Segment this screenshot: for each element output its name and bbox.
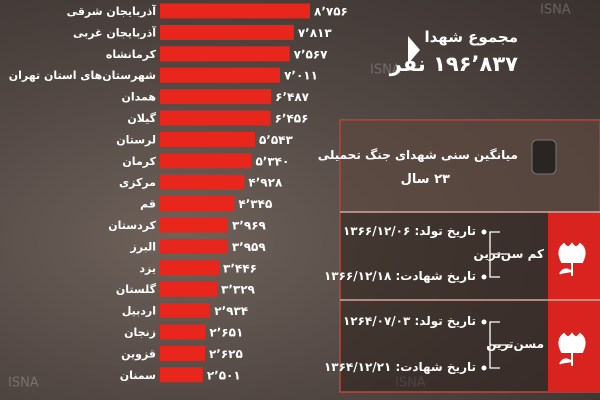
bar xyxy=(160,238,228,254)
category-label: شهرستان‌های استان تهران xyxy=(9,69,156,82)
summary-total: ۱۹۶٬۸۳۷ نفر xyxy=(389,52,518,76)
value-label: ۶٬۴۵۶ xyxy=(275,112,309,126)
bar xyxy=(160,260,220,276)
value-label: ۳٬۴۴۶ xyxy=(223,261,257,275)
category-label: همدان xyxy=(121,91,156,104)
watermark: ISNA xyxy=(540,3,571,18)
bar xyxy=(160,24,294,40)
bar xyxy=(160,196,235,212)
value-label: ۵٬۵۴۳ xyxy=(259,133,294,147)
value-label: ۲٬۹۳۴ xyxy=(214,304,248,318)
watermark: ISNA xyxy=(8,376,39,391)
bar xyxy=(160,345,205,361)
tulip-icon xyxy=(558,242,586,276)
category-label: سمنان xyxy=(120,369,156,382)
category-label: زنجان xyxy=(124,326,156,339)
value-label: ۲٬۶۲۵ xyxy=(209,347,243,361)
red-column xyxy=(548,212,600,392)
youngest-death: تاریخ شهادت: ۱۳۶۶/۱۲/۱۸ xyxy=(323,269,476,283)
value-label: ۵٬۳۴۰ xyxy=(255,154,289,168)
category-label: قزوین xyxy=(121,347,156,360)
panel-header xyxy=(341,121,599,212)
category-label: اردبیل xyxy=(122,305,156,318)
category-label: کرمان xyxy=(122,155,156,168)
category-label: آذربایجان شرقی xyxy=(67,4,157,18)
watermark: ISNA xyxy=(370,63,401,78)
value-label: ۳٬۹۶۹ xyxy=(232,219,267,233)
bar xyxy=(160,131,255,147)
bar xyxy=(160,89,272,105)
summary-title: مجموع شهدا xyxy=(424,28,519,46)
bar xyxy=(160,303,211,319)
value-label: ۳٬۹۵۹ xyxy=(232,240,267,254)
category-label: البرز xyxy=(129,240,156,253)
category-label: آذربایجان غربی xyxy=(73,25,156,39)
value-label: ۴٬۹۲۸ xyxy=(248,176,283,190)
bar xyxy=(160,367,203,383)
bar xyxy=(160,46,290,62)
bar xyxy=(160,217,228,233)
bracket xyxy=(489,231,510,369)
oldest-label: مسن‌ترین xyxy=(486,337,544,351)
category-label: قم xyxy=(140,198,156,211)
bracket-dots xyxy=(481,229,487,371)
category-label: کرمانشاه xyxy=(106,48,157,61)
value-label: ۲٬۶۵۱ xyxy=(209,326,243,340)
dog-tag-icon xyxy=(531,139,557,175)
bar xyxy=(160,281,218,297)
value-label: ۷٬۵۶۷ xyxy=(294,47,329,61)
oldest-birth: تاریخ تولد: ۱۲۶۴/۰۷/۰۳ xyxy=(342,314,476,328)
value-label: ۴٬۳۴۵ xyxy=(238,197,272,211)
arrow-icon xyxy=(408,36,420,64)
value-label: ۲٬۵۰۱ xyxy=(207,368,241,382)
value-label: ۸٬۷۵۶ xyxy=(314,5,348,19)
category-label: مرکزی xyxy=(119,176,156,189)
value-label: ۳٬۳۲۹ xyxy=(221,283,256,297)
bar xyxy=(160,67,281,83)
tulip-icon xyxy=(558,332,586,366)
value-label: ۷٬۰۱۱ xyxy=(284,69,318,83)
bar xyxy=(160,324,206,340)
oldest-death: تاریخ شهادت: ۱۳۶۴/۱۲/۲۱ xyxy=(323,360,476,374)
category-label: یزد xyxy=(139,262,156,275)
youngest-label: کم سن‌ترین xyxy=(473,247,544,261)
category-label: گلستان xyxy=(116,283,157,296)
category-label: کردستان xyxy=(108,219,156,232)
value-label: ۷٬۸۱۳ xyxy=(298,26,333,40)
average-value: ۲۳ سال xyxy=(400,172,450,187)
bar xyxy=(160,153,252,169)
category-label: لرستان xyxy=(116,133,156,146)
bar xyxy=(160,3,310,19)
bar xyxy=(160,174,245,190)
category-label: گیلان xyxy=(127,112,156,125)
average-title: میانگین سنی شهدای جنگ تحمیلی xyxy=(317,148,518,162)
bar xyxy=(160,110,271,126)
value-label: ۶٬۴۸۷ xyxy=(275,90,310,104)
youngest-birth: تاریخ تولد: ۱۳۶۶/۱۲/۰۶ xyxy=(342,224,476,238)
